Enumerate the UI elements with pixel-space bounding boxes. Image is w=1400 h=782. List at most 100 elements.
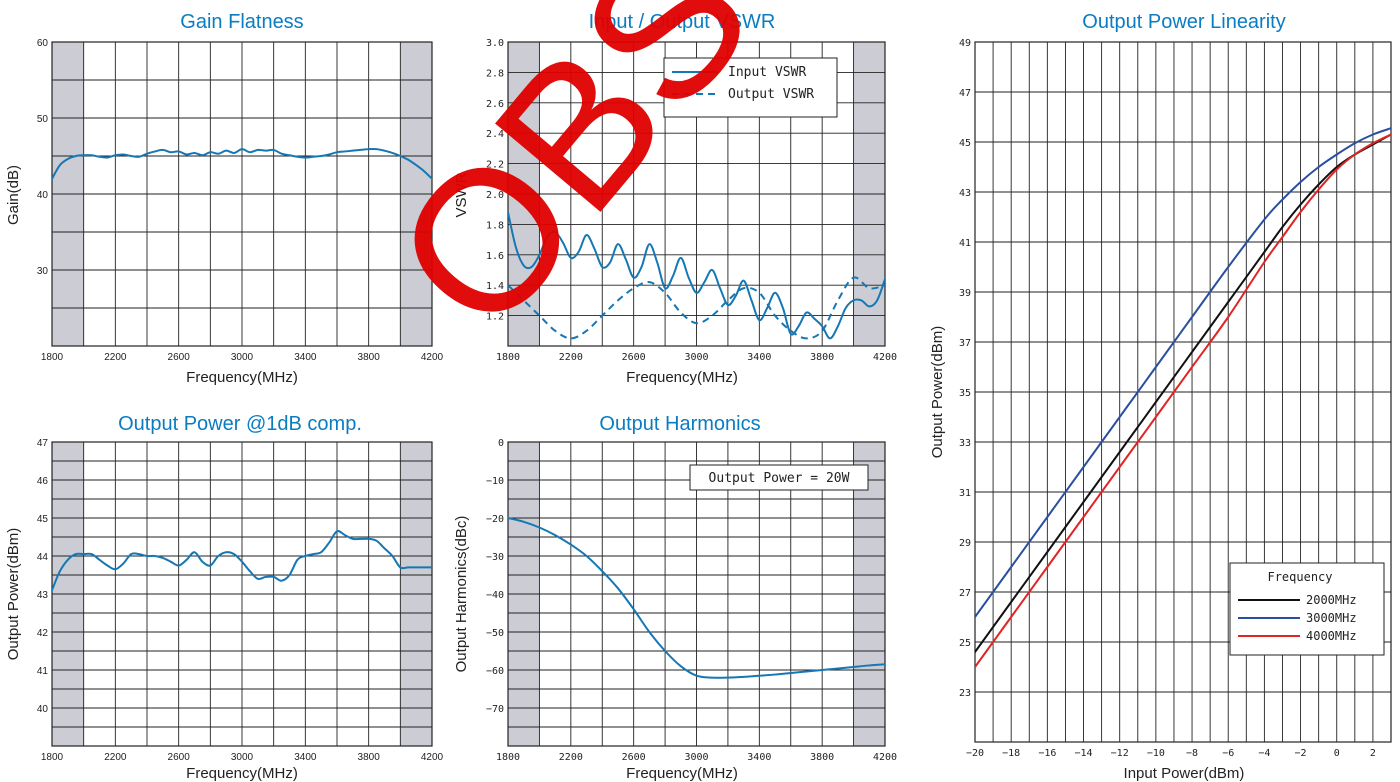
y-tick-label: 45 xyxy=(959,138,971,149)
x-tick-label: 4200 xyxy=(421,352,444,363)
x-tick-label: 3400 xyxy=(747,752,771,763)
annotation-text: Output Power = 20W xyxy=(709,471,850,486)
x-tick-label: 3000 xyxy=(684,752,708,763)
legend-entry-label: Output VSWR xyxy=(728,87,814,102)
plot-frame xyxy=(507,41,886,347)
y-tick-label: 35 xyxy=(959,388,971,399)
x-tick-label: 1800 xyxy=(496,752,520,763)
x-tick-label: 3000 xyxy=(231,352,254,363)
x-tick-label: 3800 xyxy=(810,352,834,363)
series-line-0 xyxy=(52,148,432,180)
grid-lines xyxy=(52,442,432,746)
grid-lines xyxy=(975,42,1391,742)
x-tick-label: 4200 xyxy=(873,352,897,363)
legend-box xyxy=(663,57,838,118)
y-tick-label: 47 xyxy=(959,88,971,99)
grid-lines xyxy=(508,442,885,746)
x-tick-label: −6 xyxy=(1222,748,1234,759)
y-tick-label: 31 xyxy=(959,488,971,499)
y-axis-label: Output Harmonics(dBc) xyxy=(453,516,470,673)
y-tick-label: 2.2 xyxy=(486,160,504,171)
legend: Frequency 2000MHz 3000MHz 4000MHz xyxy=(1229,562,1385,656)
y-tick-label: 43 xyxy=(959,188,971,199)
x-tick-label: 3800 xyxy=(358,352,381,363)
x-tick-label: 1800 xyxy=(496,352,520,363)
y-tick-label: 60 xyxy=(37,38,49,49)
output-power-linearity-chart: −20 −18 −16 −14 −12 −10 −8 −6 −4 −2 0 2232527293133… xyxy=(929,11,1392,782)
legend-title: Frequency xyxy=(1267,570,1332,584)
x-tick-label: −18 xyxy=(1002,748,1020,759)
y-tick-label: 2.0 xyxy=(486,190,504,201)
y-tick-label: 25 xyxy=(959,638,971,649)
x-tick-label: −20 xyxy=(966,748,984,759)
plot-frame xyxy=(507,441,886,747)
chart-title: Output Harmonics xyxy=(599,413,760,435)
y-tick-label: −40 xyxy=(486,590,504,601)
legend-box xyxy=(1229,562,1385,656)
x-tick-label: 0 xyxy=(1334,748,1340,759)
x-tick-label: 3800 xyxy=(810,752,834,763)
plot-frame xyxy=(974,41,1392,743)
y-tick-label: 43 xyxy=(37,590,49,601)
y-tick-label: 3.0 xyxy=(486,38,504,49)
x-tick-label: 3000 xyxy=(231,752,254,763)
x-tick-label: 2 xyxy=(1370,748,1376,759)
x-tick-label: 1800 xyxy=(41,352,64,363)
x-axis-label: Frequency(MHz) xyxy=(626,765,738,782)
y-tick-label: 2.8 xyxy=(486,68,504,79)
y-tick-label: 1.6 xyxy=(486,251,504,262)
y-tick-label: 1.4 xyxy=(486,281,504,292)
y-axis-label: Gain(dB) xyxy=(5,165,22,225)
legend-entry-label: 3000MHz xyxy=(1306,611,1357,625)
y-tick-label: 40 xyxy=(37,704,49,715)
grid-lines xyxy=(52,42,432,346)
x-tick-label: −2 xyxy=(1295,748,1307,759)
x-tick-label: 2600 xyxy=(168,752,191,763)
chart-title: Output Power @1dB comp. xyxy=(118,413,362,435)
output-harmonics-chart: 1800 2200 2600 3000 3400 3800 4200 −70 −60 −50 −40… xyxy=(453,413,897,782)
y-tick-label: −60 xyxy=(486,666,504,677)
x-tick-label: −4 xyxy=(1258,748,1270,759)
y-tick-label: −70 xyxy=(486,704,504,715)
plot-frame xyxy=(51,41,433,347)
y-tick-label: 41 xyxy=(959,238,971,249)
chart-title: Output Power Linearity xyxy=(1082,11,1285,33)
vswr-chart: 1800 2200 2600 3000 3400 3800 4200 1.2 1.4 1.6 1.8… xyxy=(453,11,897,386)
legend-entry-label: 4000MHz xyxy=(1306,629,1357,643)
y-tick-label: 39 xyxy=(959,288,971,299)
y-tick-label: 30 xyxy=(37,266,49,277)
y-tick-label: −30 xyxy=(486,552,504,563)
y-axis-label: Output Power(dBm) xyxy=(929,326,946,459)
x-tick-label: 2200 xyxy=(104,352,127,363)
x-tick-label: −10 xyxy=(1147,748,1165,759)
x-tick-label: −16 xyxy=(1038,748,1056,759)
x-axis-label: Frequency(MHz) xyxy=(626,369,738,386)
gain-flatness-chart: 1800 2200 2600 3000 3400 3800 4200 30 40 50 60 Gain… xyxy=(5,11,444,386)
y-tick-label: 2.6 xyxy=(486,99,504,110)
y-tick-label: 42 xyxy=(37,628,49,639)
x-tick-label: 3400 xyxy=(747,352,771,363)
y-tick-label: 49 xyxy=(959,38,971,49)
y-tick-label: 27 xyxy=(959,588,971,599)
y-tick-label: −20 xyxy=(486,514,504,525)
x-tick-label: −8 xyxy=(1186,748,1198,759)
x-tick-label: 2600 xyxy=(622,752,646,763)
y-tick-label: 23 xyxy=(959,688,971,699)
chart-title: Input / Output VSWR xyxy=(589,11,776,33)
x-tick-label: 3000 xyxy=(684,352,708,363)
series-line-0 xyxy=(52,530,432,592)
legend-entry-label: 2000MHz xyxy=(1306,593,1357,607)
y-tick-label: 47 xyxy=(37,438,49,449)
y-tick-label: 29 xyxy=(959,538,971,549)
x-axis-label: Frequency(MHz) xyxy=(186,765,298,782)
plot-frame xyxy=(51,441,433,747)
y-tick-label: 2.4 xyxy=(486,129,504,140)
y-tick-label: 33 xyxy=(959,438,971,449)
y-tick-label: 46 xyxy=(37,476,49,487)
output-power-1db-chart: 1800 2200 2600 3000 3400 3800 4200 40 41 42 43 44 45… xyxy=(5,413,444,782)
y-tick-label: 37 xyxy=(959,338,971,349)
y-tick-label: 45 xyxy=(37,514,49,525)
chart-title: Gain Flatness xyxy=(180,11,303,33)
y-axis-label: VSWR xyxy=(453,172,470,217)
legend: Input VSWR Output VSWR xyxy=(663,57,838,118)
